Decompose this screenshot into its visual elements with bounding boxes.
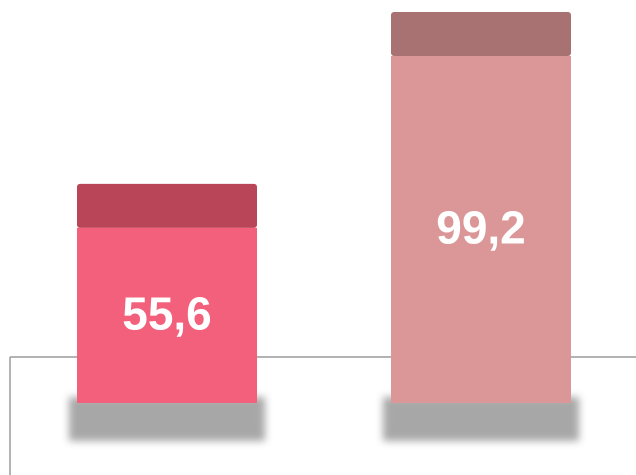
bar-top [391, 12, 571, 56]
bar-shadow [383, 397, 579, 441]
bar-shadow [69, 397, 265, 441]
bar-top [77, 183, 257, 228]
value-label: 55,6 [122, 288, 212, 340]
bar [77, 227, 257, 403]
value-label: 99,2 [436, 202, 526, 254]
bar [391, 56, 571, 403]
